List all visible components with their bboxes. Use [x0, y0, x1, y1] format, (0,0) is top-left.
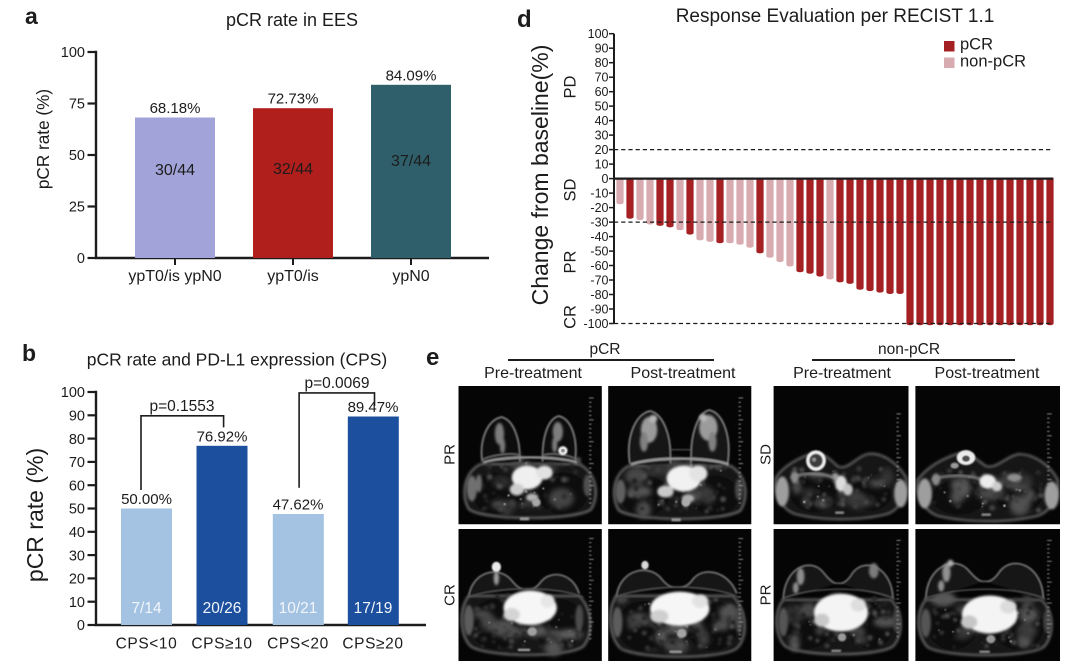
svg-text:0: 0 [77, 251, 85, 267]
svg-text:90: 90 [595, 42, 609, 56]
svg-text:pCR rate and PD-L1 expression: pCR rate and PD-L1 expression (CPS) [87, 350, 388, 370]
svg-text:-30: -30 [590, 215, 608, 229]
svg-text:CPS≥10: CPS≥10 [191, 636, 252, 653]
svg-text:84.09%: 84.09% [386, 67, 437, 84]
svg-text:20/26: 20/26 [203, 600, 242, 617]
svg-text:30: 30 [595, 128, 609, 142]
svg-text:ypT0/is: ypT0/is [267, 268, 319, 285]
svg-text:Pre-treatment: Pre-treatment [484, 365, 582, 382]
svg-text:ypN0: ypN0 [392, 268, 429, 285]
svg-text:70: 70 [69, 455, 85, 471]
svg-text:PR: PR [758, 584, 775, 605]
svg-text:0: 0 [602, 172, 609, 186]
svg-text:70: 70 [595, 71, 609, 85]
svg-text:90: 90 [69, 409, 85, 425]
svg-text:Pre-treatment: Pre-treatment [793, 365, 891, 382]
svg-text:89.47%: 89.47% [348, 399, 399, 416]
svg-text:CPS<10: CPS<10 [116, 636, 178, 653]
svg-text:30: 30 [69, 548, 85, 564]
svg-text:p=0.1553: p=0.1553 [149, 398, 214, 415]
svg-text:PR: PR [442, 444, 459, 465]
svg-text:pCR rate (%): pCR rate (%) [33, 89, 53, 189]
svg-text:100: 100 [588, 27, 609, 41]
svg-text:100: 100 [61, 385, 85, 401]
svg-text:20: 20 [69, 572, 85, 588]
svg-text:e: e [426, 344, 439, 371]
svg-text:-100: -100 [583, 317, 608, 331]
svg-text:50: 50 [69, 502, 85, 518]
svg-text:50: 50 [69, 148, 85, 164]
svg-text:17/19: 17/19 [354, 600, 393, 617]
svg-text:SD: SD [562, 178, 580, 201]
svg-text:100: 100 [61, 45, 85, 61]
svg-text:0: 0 [77, 618, 85, 634]
svg-text:10/21: 10/21 [279, 600, 318, 617]
svg-text:25: 25 [69, 200, 85, 216]
svg-text:60: 60 [595, 85, 609, 99]
svg-text:SD: SD [758, 444, 775, 465]
svg-text:32/44: 32/44 [273, 161, 313, 178]
svg-text:CR: CR [442, 584, 459, 606]
svg-text:80: 80 [69, 432, 85, 448]
svg-text:37/44: 37/44 [391, 153, 431, 170]
svg-text:Change from baseline(%): Change from baseline(%) [527, 45, 553, 306]
svg-text:non-pCR: non-pCR [878, 341, 940, 358]
svg-text:76.92%: 76.92% [197, 428, 248, 445]
svg-text:-20: -20 [590, 201, 608, 215]
svg-text:10: 10 [595, 157, 609, 171]
svg-text:7/14: 7/14 [131, 600, 162, 617]
svg-text:68.18%: 68.18% [150, 100, 201, 117]
svg-text:ypT0/is ypN0: ypT0/is ypN0 [128, 268, 221, 285]
svg-text:pCR: pCR [589, 341, 620, 358]
svg-text:CPS<20: CPS<20 [267, 636, 329, 653]
svg-text:-80: -80 [590, 288, 608, 302]
svg-text:-40: -40 [590, 230, 608, 244]
svg-text:pCR: pCR [960, 36, 993, 54]
svg-text:-60: -60 [590, 259, 608, 273]
svg-text:30/44: 30/44 [155, 162, 195, 179]
svg-text:PD: PD [562, 75, 580, 98]
svg-text:-90: -90 [590, 302, 608, 316]
svg-text:Post-treatment: Post-treatment [935, 365, 1040, 382]
svg-text:10: 10 [69, 595, 85, 611]
svg-text:72.73%: 72.73% [268, 91, 319, 108]
svg-text:d: d [517, 6, 532, 33]
svg-text:Response Evaluation per RECIST: Response Evaluation per RECIST 1.1 [676, 6, 995, 27]
svg-text:60: 60 [69, 478, 85, 494]
svg-text:p=0.0069: p=0.0069 [304, 375, 369, 392]
svg-text:40: 40 [595, 114, 609, 128]
svg-text:b: b [22, 340, 36, 366]
svg-text:50: 50 [595, 99, 609, 113]
svg-text:-10: -10 [590, 186, 608, 200]
svg-text:-70: -70 [590, 273, 608, 287]
svg-text:75: 75 [69, 97, 85, 113]
svg-text:20: 20 [595, 143, 609, 157]
svg-text:pCR rate in EES: pCR rate in EES [226, 10, 358, 30]
svg-text:a: a [25, 3, 38, 29]
svg-text:80: 80 [595, 56, 609, 70]
svg-text:-50: -50 [590, 244, 608, 258]
svg-text:Post-treatment: Post-treatment [631, 365, 736, 382]
svg-text:CR: CR [562, 305, 580, 329]
svg-text:40: 40 [69, 525, 85, 541]
svg-text:50.00%: 50.00% [121, 491, 172, 508]
svg-text:pCR rate (%): pCR rate (%) [22, 448, 48, 582]
svg-text:47.62%: 47.62% [273, 497, 324, 514]
svg-text:non-pCR: non-pCR [960, 53, 1026, 71]
svg-text:PR: PR [562, 250, 580, 273]
svg-text:CPS≥20: CPS≥20 [342, 636, 403, 653]
